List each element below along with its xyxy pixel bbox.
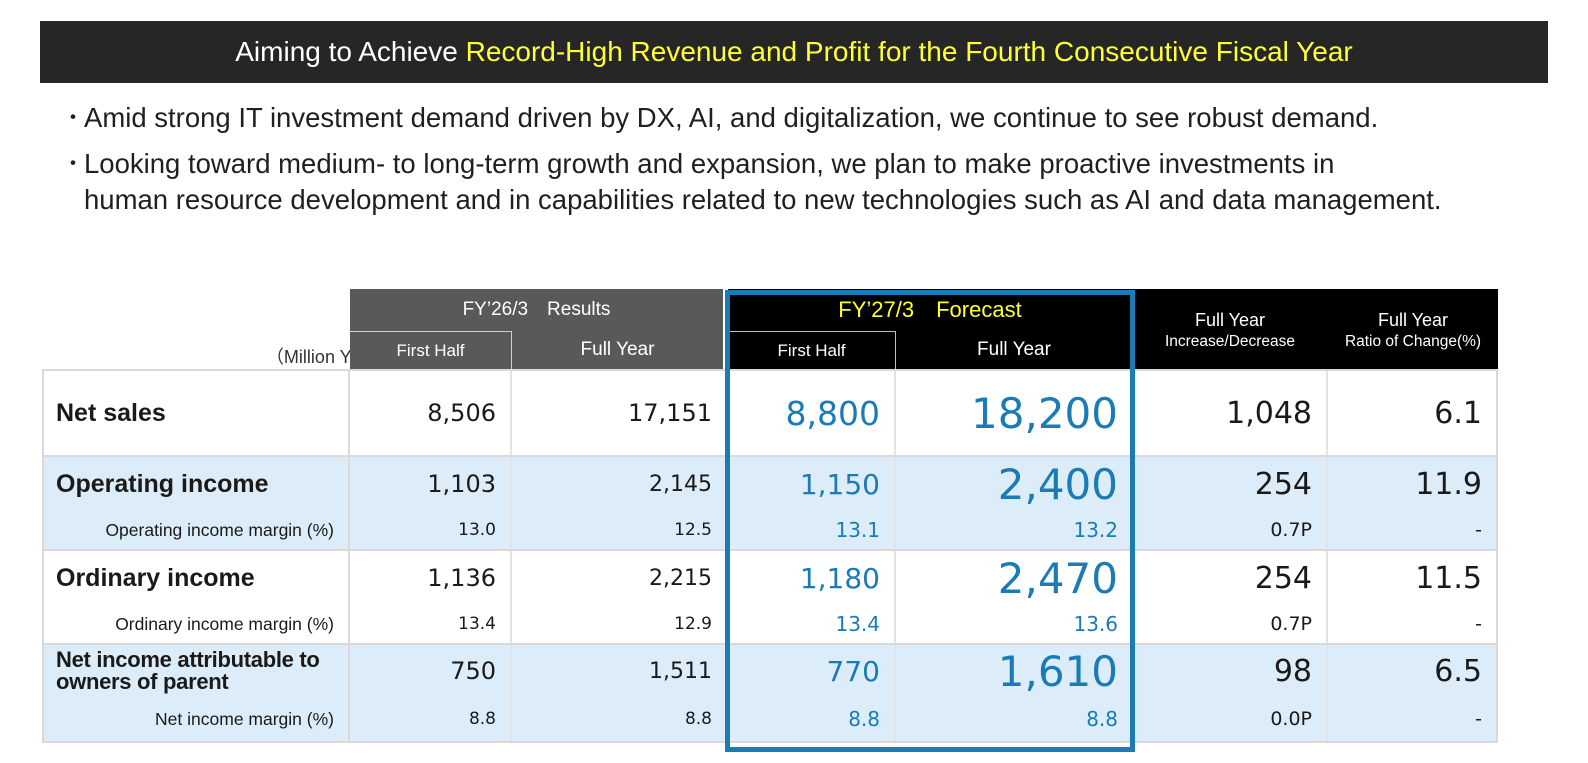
table-cell: 13.0 [350,511,512,549]
row-label: Net income margin (%) [42,697,350,741]
table-cell: 18,200 [971,388,1118,438]
table-cell: 2,145 [512,457,728,511]
header-increase-line2: Increase/Decrease [1164,333,1296,350]
row-label-line: Operating income margin (%) [105,519,334,540]
table-cell: 13.4 [728,605,896,643]
table-cell: 12.5 [512,511,728,549]
table-cell: 254 [1132,551,1328,605]
banner-prefix: Aiming to Achieve [235,36,466,67]
table-cell: - [1328,511,1498,549]
table-cell: 6.1 [1328,371,1498,455]
table-cell: 8.8 [728,697,896,741]
table-cell: 1,150 [728,457,896,511]
header-results-full-year: Full Year [512,331,723,369]
header-forecast-full-year: Full Year [896,331,1132,369]
table-cell: 11.5 [1328,551,1498,605]
table-cell: 11.9 [1328,457,1498,511]
row-label-line: Net income attributable to [56,647,320,672]
row-label-line: Ordinary income margin (%) [115,613,334,634]
bullet-line: Amid strong IT investment demand driven … [84,102,1379,133]
row-label-line: Net income margin (%) [155,708,334,729]
row-label-line: Net sales [56,398,166,427]
table-cell: 13.1 [728,511,896,549]
header-forecast-first-half: First Half [728,331,896,369]
table-row: Net income attributable to owners of pare… [42,643,1498,697]
header-results: FY’26/3 Results [350,289,723,331]
table-row: Operating income 1,103 2,145 1,150 2,400 254 1… [42,455,1498,511]
table-cell: 8.8 [350,697,512,741]
header-increase: Full Year Increase/Decrease [1132,289,1328,369]
header-increase-line1: Full Year [1194,310,1266,330]
table-cell: - [1328,605,1498,643]
row-label-line: Operating income [56,469,269,498]
row-label: Ordinary income margin (%) [42,605,350,643]
table-cell: 8,800 [728,371,896,455]
table-cell: 254 [1132,457,1328,511]
table-cell: 13.2 [1073,518,1118,542]
table-cell: 1,610 [997,646,1118,696]
table-cell: 2,470 [997,553,1118,603]
row-label-line: owners of parent [56,669,229,694]
table-cell: 13.6 [1073,612,1118,636]
row-label: Operating income margin (%) [42,511,350,549]
header-forecast: FY’27/3 Forecast [728,289,1132,331]
table-row: Ordinary income margin (%) 13.4 12.9 13.4 13… [42,605,1498,643]
table-row: Ordinary income 1,136 2,215 1,180 2,470 254 11… [42,549,1498,605]
bullet-line: human resource development and in capabi… [84,184,1442,215]
header-ratio: Full Year Ratio of Change(%) [1328,289,1498,369]
table-cell: 0.7P [1132,605,1328,643]
table-row: Operating income margin (%) 13.0 12.5 13.1 1… [42,511,1498,549]
title-banner: Aiming to Achieve Record-High Revenue an… [40,21,1548,83]
table-cell: 0.7P [1132,511,1328,549]
table-cell: 8.8 [512,697,728,741]
table-cell: 1,136 [350,551,512,605]
header-ratio-line2: Ratio of Change(%) [1344,333,1482,350]
table-cell: 8,506 [350,371,512,455]
table-row: Net sales 8,506 17,151 8,800 18,200 1,048 6.1 [42,369,1498,455]
table-cell: 770 [728,645,896,697]
bullet-item: ・ Amid strong IT investment demand driven… [62,100,1562,136]
table-cell: 1,180 [728,551,896,605]
bullet-line: Looking toward medium- to long-term grow… [84,148,1335,179]
table-cell: - [1328,697,1498,741]
bullet-list: ・ Amid strong IT investment demand driven… [62,100,1562,228]
banner-highlight: Record-High Revenue and Profit for the F… [465,36,1353,67]
header-results-first-half: First Half [350,331,512,369]
table-cell: 0.0P [1132,697,1328,741]
table-cell: 17,151 [512,371,728,455]
table-row: Net income margin (%) 8.8 8.8 8.8 8.8 0.0P - [42,697,1498,743]
table-cell: 2,215 [512,551,728,605]
table-cell: 6.5 [1328,645,1498,697]
row-label: Net sales [42,371,350,455]
row-label: Net income attributable to owners of pare… [42,645,350,697]
table-cell: 1,511 [512,645,728,697]
row-label-line: Ordinary income [56,563,255,592]
financial-table: （Million Yen） FY’26/3 Results First Half… [42,289,1520,753]
bullet-dot: ・ [62,105,85,130]
table-cell: 1,103 [350,457,512,511]
table-cell: 2,400 [997,459,1118,509]
bullet-item: ・ Looking toward medium- to long-term gro… [62,146,1562,218]
bullet-dot: ・ [62,151,85,176]
row-label: Operating income [42,457,350,511]
table-cell: 8.8 [1086,707,1118,731]
table-cell: 12.9 [512,605,728,643]
header-ratio-line1: Full Year [1377,310,1449,330]
row-label: Ordinary income [42,551,350,605]
table-cell: 1,048 [1132,371,1328,455]
table-cell: 98 [1132,645,1328,697]
table-cell: 750 [350,645,512,697]
table-cell: 13.4 [350,605,512,643]
